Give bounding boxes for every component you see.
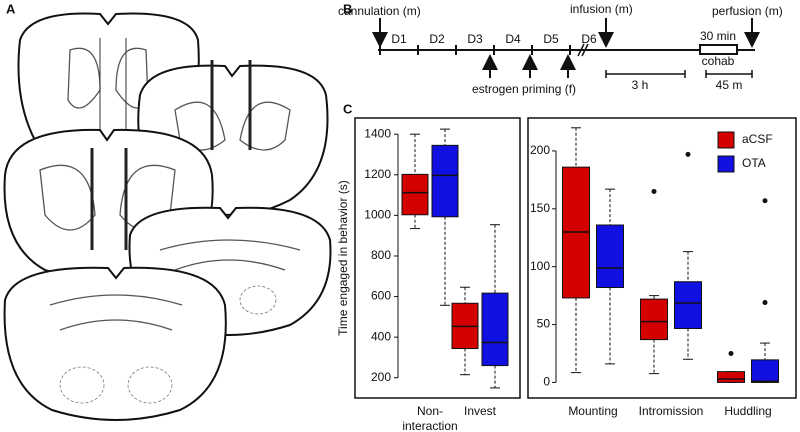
box xyxy=(640,298,668,341)
priming-label: estrogen priming (f) xyxy=(472,82,576,96)
y-tick-label: 1200 xyxy=(364,167,391,181)
y-tick-label: 800 xyxy=(371,248,391,262)
box xyxy=(596,224,624,289)
event-label: infusion (m) xyxy=(570,2,633,16)
y-axis-label: Time engaged in behavior (s) xyxy=(336,180,350,336)
y-tick-label: 400 xyxy=(371,329,391,343)
outlier xyxy=(762,300,768,306)
box xyxy=(751,359,779,383)
x-tick-label: Non- xyxy=(417,404,443,418)
box xyxy=(401,173,429,216)
y-tick-label: 0 xyxy=(543,375,550,389)
x-tick-label: Invest xyxy=(464,404,497,418)
box xyxy=(481,292,509,367)
panel-label: C xyxy=(343,101,353,116)
legend-swatch xyxy=(717,131,735,149)
outlier xyxy=(728,350,734,356)
legend-label: aCSF xyxy=(742,132,773,146)
panel-label: B xyxy=(343,1,352,16)
y-tick-label: 200 xyxy=(371,370,391,384)
scale-label: 45 m xyxy=(716,78,743,92)
scale-label: 3 h xyxy=(632,78,649,92)
y-tick-label: 1000 xyxy=(364,208,391,222)
day-label: D1 xyxy=(391,32,407,46)
y-tick-label: 1400 xyxy=(364,126,391,140)
y-tick-label: 50 xyxy=(537,317,551,331)
timeline: cannulation (m) infusion (m) perfusion (… xyxy=(338,2,783,96)
outlier xyxy=(685,151,691,157)
y-tick-label: 200 xyxy=(530,143,550,157)
day-label: D6 xyxy=(581,32,597,46)
cohab-label: cohab xyxy=(702,54,735,68)
x-tick-label: Huddling xyxy=(724,404,771,418)
plot-frame xyxy=(527,117,797,399)
day-label: D2 xyxy=(429,32,445,46)
day-label: D4 xyxy=(505,32,521,46)
box xyxy=(431,144,459,218)
outlier xyxy=(762,198,768,204)
x-tick-label: Intromission xyxy=(639,404,704,418)
brain-sections xyxy=(3,12,332,421)
event-label: perfusion (m) xyxy=(712,4,783,18)
x-tick-label: interaction xyxy=(402,419,457,432)
plot-frame xyxy=(354,117,521,399)
y-tick-label: 150 xyxy=(530,201,550,215)
event-label: cannulation (m) xyxy=(338,4,421,18)
day-label: D5 xyxy=(543,32,559,46)
y-tick-label: 600 xyxy=(371,289,391,303)
box xyxy=(674,281,702,329)
legend-label: OTA xyxy=(742,156,766,170)
box xyxy=(717,371,745,383)
outlier xyxy=(651,188,657,194)
cohab-duration: 30 min xyxy=(700,29,736,43)
x-tick-label: Mounting xyxy=(568,404,617,418)
y-tick-label: 100 xyxy=(530,259,550,273)
day-label: D3 xyxy=(467,32,483,46)
panel-label: A xyxy=(6,1,16,16)
legend-swatch xyxy=(717,155,735,173)
